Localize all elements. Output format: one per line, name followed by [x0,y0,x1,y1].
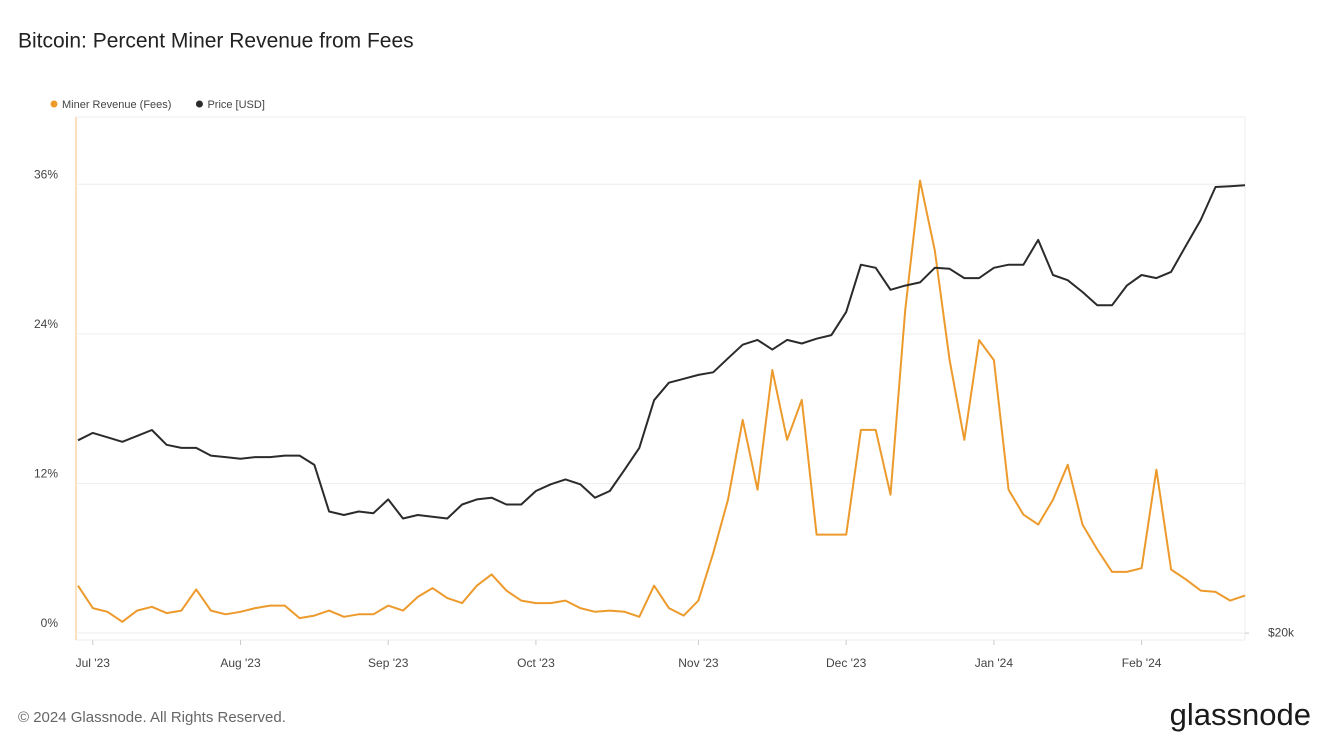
x-tick-label: Dec '23 [826,656,867,670]
legend-marker [195,100,203,108]
y-tick-label: 36% [34,167,58,181]
legend-marker [50,100,58,108]
series-line [77,179,1246,623]
x-tick-label: Aug '23 [220,656,261,670]
x-tick-label: Jul '23 [76,656,111,670]
chart-title: Bitcoin: Percent Miner Revenue from Fees [18,30,414,53]
y-tick-label: 12% [34,467,58,481]
footer: © 2024 Glassnode. All Rights Reserved. [18,709,286,726]
x-tick-label: Jan '24 [975,656,1014,670]
y-tick-label: 24% [34,317,58,331]
legend-label: Price [USD] [207,99,264,111]
legend-label: Miner Revenue (Fees) [62,99,171,111]
series-line [77,184,1246,520]
y2-tick-label: $20k [1268,625,1295,639]
x-tick-label: Sep '23 [368,656,409,670]
x-tick-label: Oct '23 [517,656,555,670]
brand-logo: glassnode [1170,697,1311,732]
plot-frame [75,116,1246,641]
x-tick-label: Nov '23 [678,656,719,670]
x-tick-label: Feb '24 [1122,656,1162,670]
y-tick-label: 0% [41,616,59,630]
